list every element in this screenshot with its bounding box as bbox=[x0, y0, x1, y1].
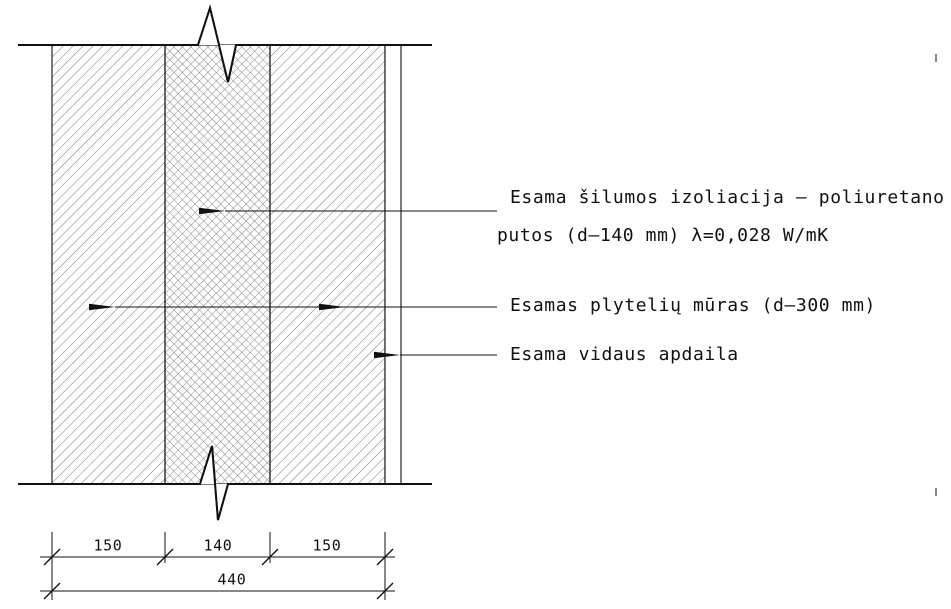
leaders bbox=[89, 207, 497, 359]
break-lines bbox=[18, 4, 432, 521]
brick-outer bbox=[51, 44, 166, 485]
dimension-label: 150 bbox=[313, 537, 342, 555]
dimensions bbox=[40, 54, 937, 600]
label: Esama vidaus apdaila bbox=[510, 344, 739, 365]
label: Esamas plytelių mūras (d–300 mm) bbox=[510, 295, 876, 316]
dimension-label: 140 bbox=[204, 537, 233, 555]
label: putos (d–140 mm) λ=0,028 W/mK bbox=[497, 225, 829, 246]
brick-inner bbox=[269, 44, 386, 485]
label: Esama šilumos izoliacija – poliuretano bbox=[510, 187, 945, 208]
wall bbox=[51, 44, 402, 485]
dimension-label: 150 bbox=[94, 537, 123, 555]
finish bbox=[384, 44, 402, 485]
dimension-label: 440 bbox=[218, 571, 247, 589]
insulation bbox=[164, 44, 271, 485]
